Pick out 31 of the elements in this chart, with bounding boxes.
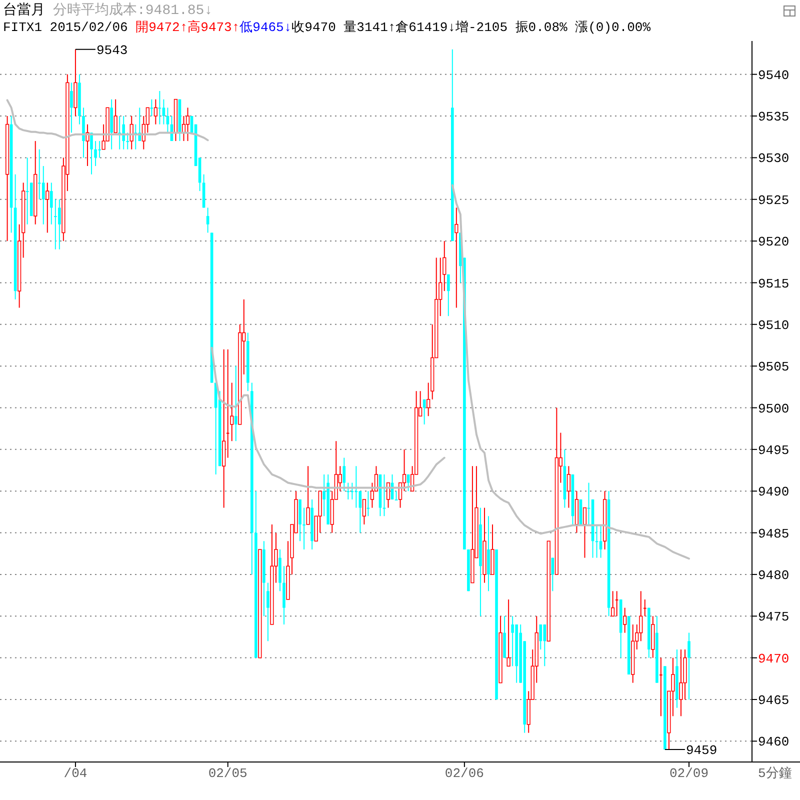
y-tick-label: 9535 [758,110,790,125]
y-tick-label: 9525 [758,192,790,208]
text: 高9473↑ [188,19,240,35]
y-tick-label: 9505 [758,360,790,375]
text: 收9470 量3141↑倉61419↓增-2105 振0.08% 漲(0)0.00% [292,20,651,35]
y-tick-label: 9475 [758,610,790,625]
y-tick-label: 9470 [758,651,790,666]
text: 開9472↑ [136,20,188,35]
y-tick-label: 9485 [758,526,790,542]
y-tick-label: 9510 [758,318,790,333]
y-tick-label: 9490 [758,484,790,500]
text: 低9465↓ [240,20,292,35]
annotation: 9543 [96,42,128,58]
x-tick-label: /04 [64,766,88,781]
chart-subtitle: 分時平均成本:9481.85↓ [53,2,213,19]
annotation: 9459 [686,743,718,758]
y-tick-label: 9515 [758,276,790,292]
y-tick-label: 9540 [758,68,790,83]
x-tick-label: 02/09 [669,766,709,781]
x-tick-label: 02/05 [208,766,248,781]
x-tick-label: 02/06 [444,766,484,781]
y-tick-label: 9520 [758,234,790,250]
text: FITX1 2015/02/06 [3,20,136,35]
y-tick-label: 9480 [758,568,790,584]
y-tick-label: 9460 [758,734,790,750]
text: 5分鐘 [758,766,792,781]
y-tick-label: 9495 [758,442,790,458]
y-tick-label: 9530 [758,151,790,166]
y-tick-label: 9500 [758,401,790,416]
y-tick-label: 9465 [758,693,790,708]
chart-title: 台當月 [3,3,45,19]
